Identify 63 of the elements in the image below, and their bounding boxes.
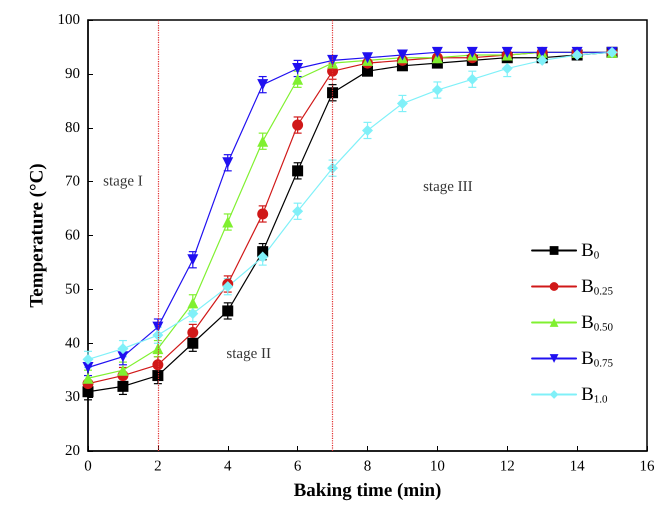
point <box>257 208 268 220</box>
x-tick-label: 16 <box>640 458 655 474</box>
x-tick-label: 4 <box>224 458 232 474</box>
point <box>466 74 478 85</box>
point <box>292 206 304 217</box>
point <box>396 50 408 61</box>
x-tick-label: 8 <box>364 458 372 474</box>
point <box>152 359 164 370</box>
y-tick-label: 100 <box>58 12 80 28</box>
y-axis-title: Temperature (°C) <box>26 163 48 308</box>
point <box>257 136 268 147</box>
point <box>327 87 338 98</box>
y-tick-label: 50 <box>65 281 80 298</box>
x-tick-label: 14 <box>570 458 586 474</box>
annotation: stage III <box>423 179 473 196</box>
y-tick-label: 60 <box>65 228 80 244</box>
y-tick-label: 20 <box>65 443 80 459</box>
x-tick-label: 0 <box>84 458 92 474</box>
point <box>222 305 234 316</box>
point <box>187 338 198 349</box>
x-tick-label: 10 <box>430 458 445 474</box>
y-tick-label: 30 <box>65 389 80 406</box>
y-tick-label: 90 <box>65 66 80 82</box>
point <box>117 364 128 376</box>
point <box>292 74 304 85</box>
point <box>292 120 304 131</box>
point <box>257 79 268 90</box>
point <box>187 254 198 266</box>
annotation: stage I <box>103 174 143 190</box>
point <box>362 124 373 136</box>
point <box>362 52 373 64</box>
x-tick-label: 2 <box>154 458 162 474</box>
y-tick-label: 40 <box>65 335 80 352</box>
point <box>152 330 164 341</box>
point <box>396 98 408 110</box>
point <box>187 308 198 320</box>
y-tick-label: 70 <box>65 174 80 190</box>
point <box>466 46 478 58</box>
point <box>82 354 94 365</box>
point <box>117 343 128 354</box>
point <box>257 252 268 263</box>
point <box>222 281 234 292</box>
point <box>432 46 443 58</box>
point <box>82 372 94 384</box>
point <box>292 165 304 176</box>
point <box>292 62 304 74</box>
x-tick-label: 6 <box>294 458 302 474</box>
x-axis-title: Baking time (min) <box>294 480 442 501</box>
point <box>152 370 164 382</box>
point <box>187 326 198 338</box>
point <box>117 380 128 392</box>
point <box>187 297 198 308</box>
point <box>536 54 548 66</box>
point <box>432 84 443 96</box>
point <box>327 54 338 66</box>
point <box>502 46 513 58</box>
point <box>222 216 234 228</box>
point <box>502 62 513 74</box>
x-tick-label: 12 <box>500 458 515 474</box>
y-tick-label: 80 <box>65 120 80 136</box>
point <box>222 157 234 168</box>
annotation: stage II <box>226 346 271 362</box>
point <box>327 162 338 174</box>
